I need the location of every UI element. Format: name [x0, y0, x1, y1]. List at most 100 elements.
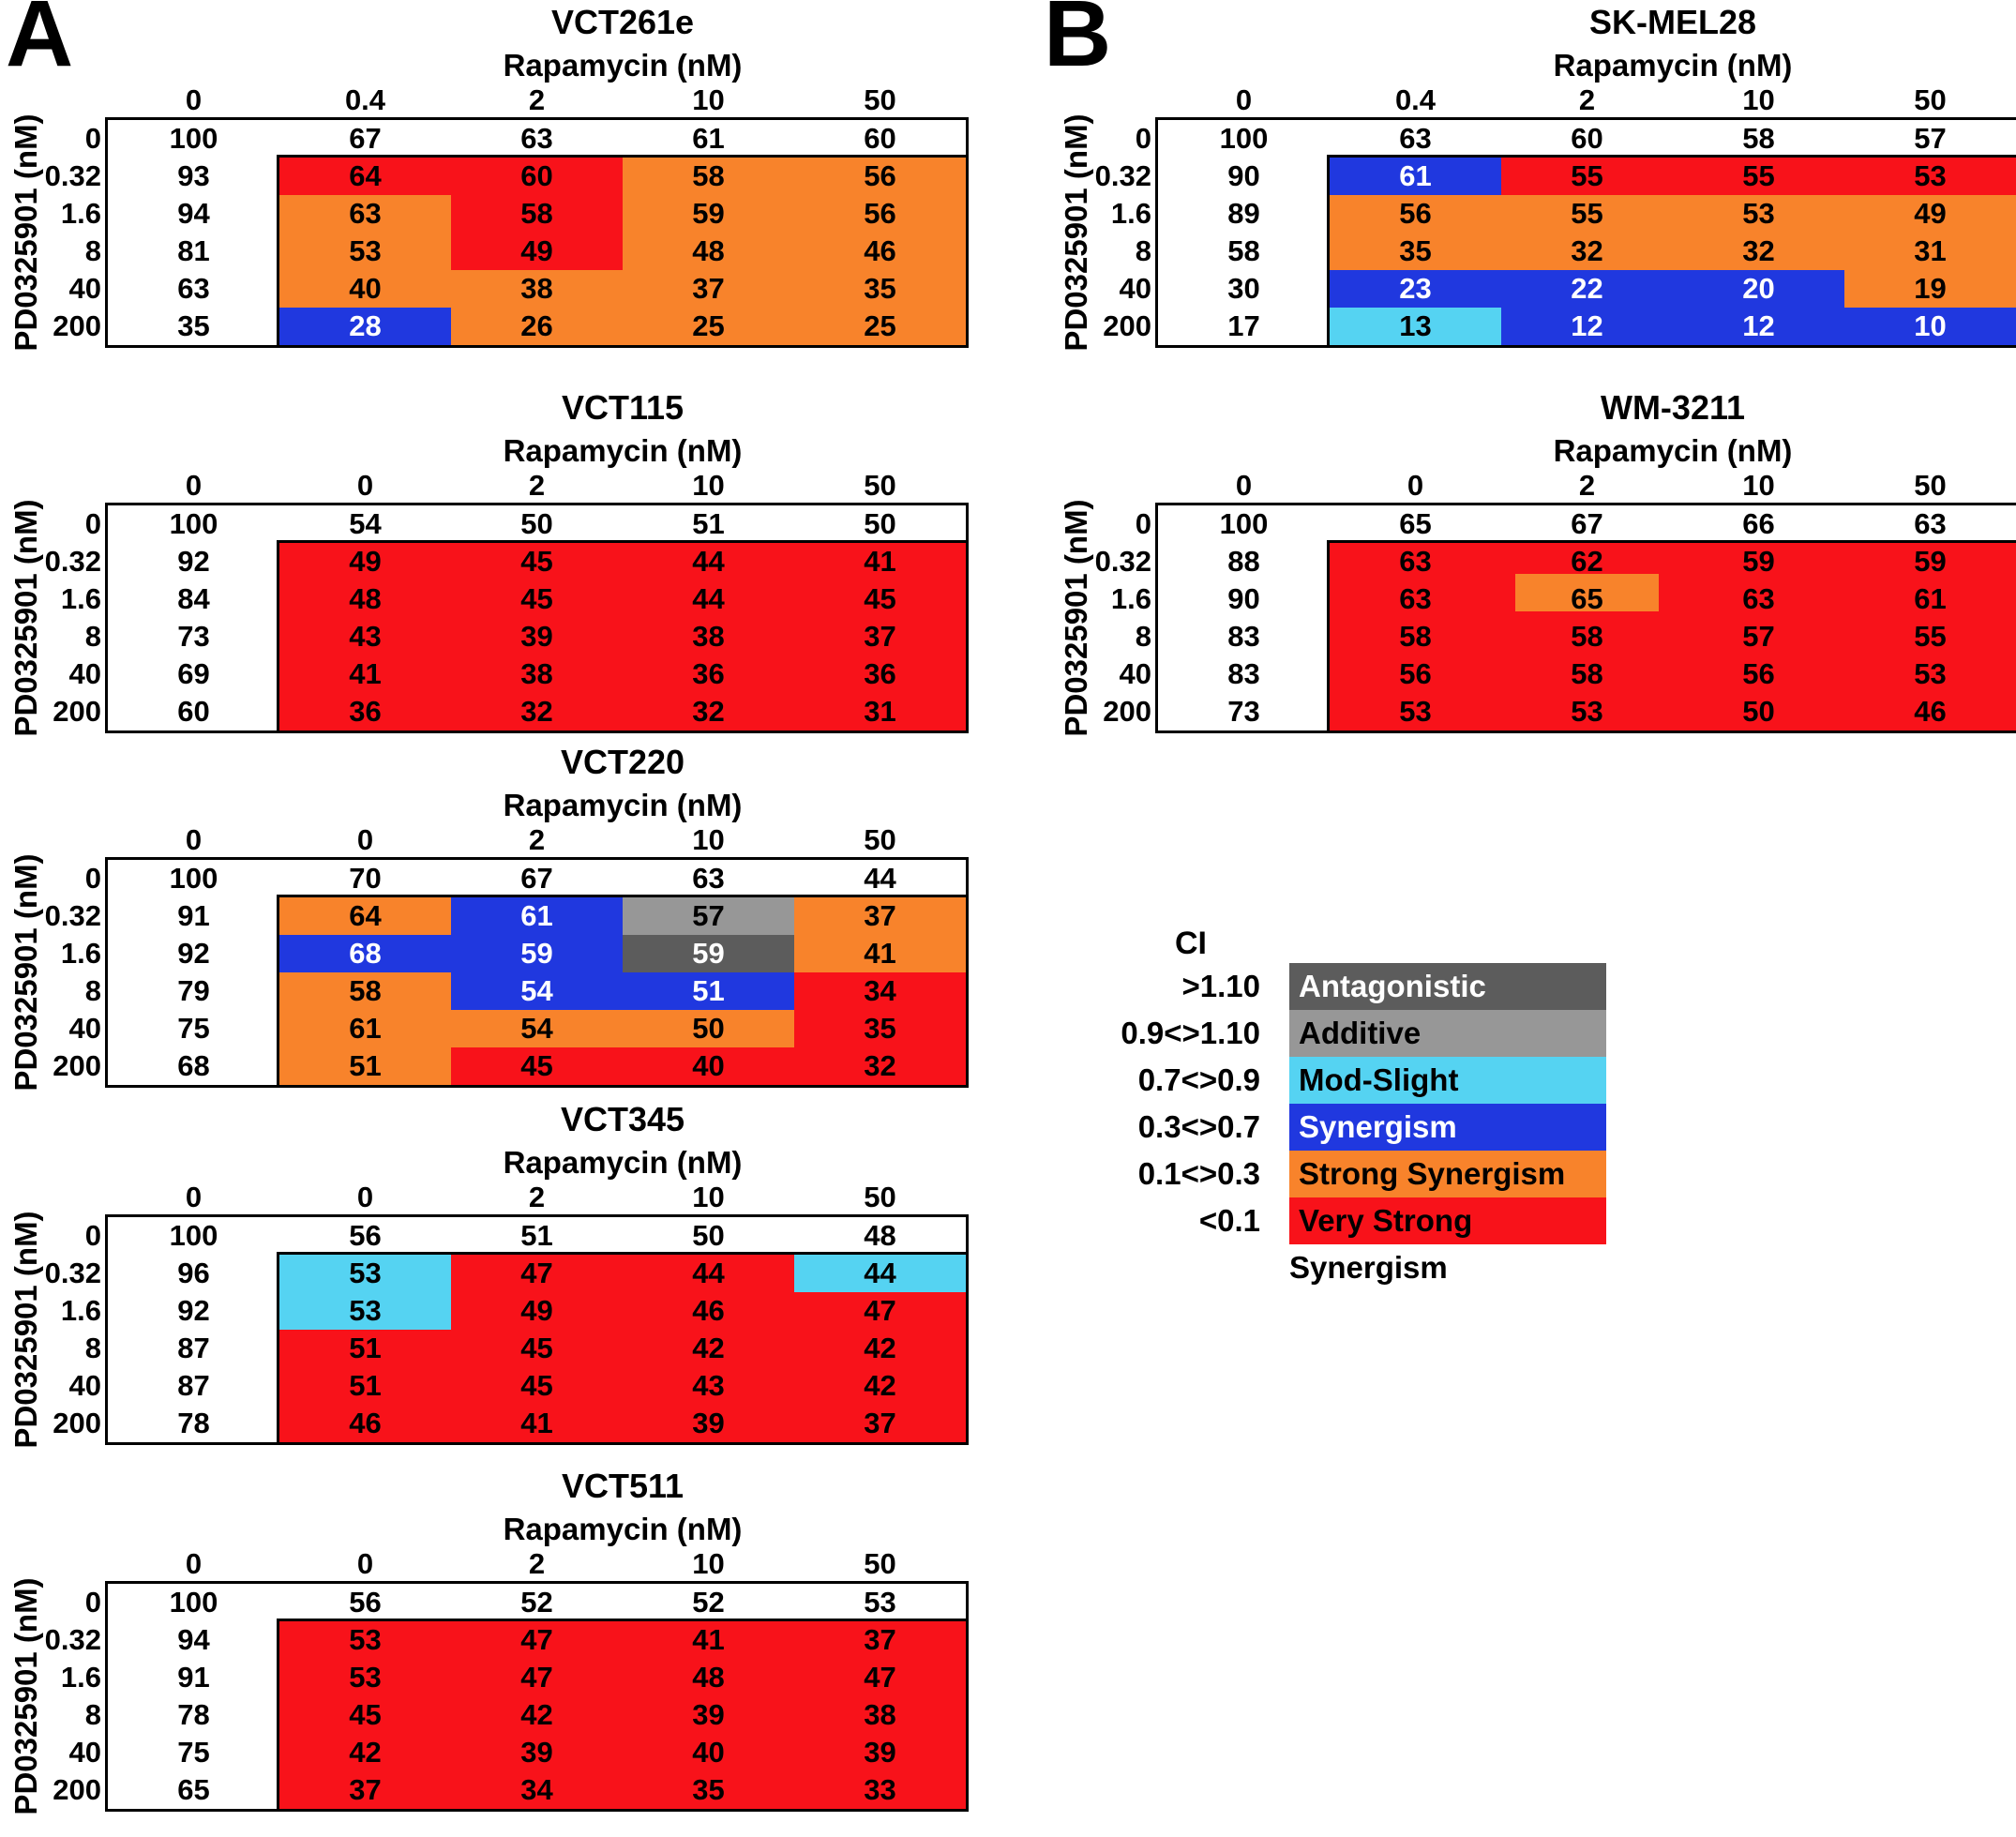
- heatmap-cell: 79: [108, 972, 279, 1010]
- heatmap-cell: 56: [1673, 655, 1844, 693]
- row-header: 40: [68, 1369, 101, 1402]
- heatmap-cell: 75: [108, 1734, 279, 1771]
- row-header: 0.32: [1094, 159, 1151, 192]
- legend-swatch: Strong Synergism: [1289, 1151, 1606, 1197]
- cell-value: 52: [520, 1586, 553, 1619]
- heatmap-cell: 48: [623, 233, 794, 270]
- heatmap-cell: 36: [794, 655, 966, 693]
- cell-value: 54: [520, 974, 553, 1007]
- cell-value: 59: [1914, 545, 1947, 578]
- cell-value: 37: [349, 1773, 382, 1806]
- heatmap-cell: 84: [108, 580, 279, 618]
- cell-value: 19: [1914, 272, 1947, 305]
- heatmap-cell: 49: [1844, 195, 2016, 233]
- cell-value: 56: [1399, 197, 1432, 230]
- heatmap-cell: 60: [794, 120, 966, 158]
- cell-value: 32: [1571, 234, 1603, 267]
- cell-value: 63: [520, 122, 553, 155]
- legend-label: Antagonistic: [1299, 969, 1486, 1003]
- heatmap-cell: 39: [451, 1734, 623, 1771]
- heatmap-cell: 38: [451, 655, 623, 693]
- heatmap-cell: 58: [1158, 233, 1330, 270]
- row-header: 200: [1103, 695, 1151, 728]
- heatmap-table: VCT261e Rapamycin (nM) PD0325901 (nM) 0 0.4 2…: [0, 0, 985, 361]
- cell-value: 50: [1742, 695, 1775, 728]
- cell-value: 55: [1571, 197, 1603, 230]
- heatmap-cell: 46: [623, 1292, 794, 1330]
- row-header: 1.6: [60, 1294, 101, 1327]
- cell-value: 70: [349, 862, 382, 895]
- heatmap-cell: 63: [279, 195, 451, 233]
- cell-value: 39: [864, 1736, 896, 1769]
- heatmap-cell: 55: [1844, 618, 2016, 655]
- panel-label-b: B: [1044, 0, 1112, 86]
- heatmap-cell: 51: [279, 1047, 451, 1085]
- heatmap-cell: 63: [1330, 120, 1501, 158]
- heatmap-cell: 32: [1501, 233, 1673, 270]
- heatmap-cell: 53: [279, 1659, 451, 1696]
- heatmap-cell: 63: [451, 120, 623, 158]
- col-header: 2: [528, 469, 546, 502]
- cell-value: 63: [1399, 122, 1432, 155]
- row-header: 0: [84, 1219, 101, 1252]
- row-header: 1.6: [60, 937, 101, 970]
- cell-value: 48: [349, 582, 382, 615]
- cell-value: 43: [692, 1369, 725, 1402]
- cell-value: 51: [692, 507, 725, 540]
- heatmap-cell: 51: [623, 505, 794, 543]
- cell-value: 100: [169, 862, 218, 895]
- col-header: 2: [1578, 83, 1596, 116]
- heatmap-cell: 61: [1330, 158, 1501, 195]
- cell-value: 65: [1571, 582, 1603, 615]
- col-header: 0: [356, 823, 374, 856]
- heatmap-cell: 23: [1330, 270, 1501, 308]
- cell-value: 73: [177, 620, 210, 653]
- cell-value: 56: [864, 159, 896, 192]
- legend-swatch: Synergism: [1289, 1104, 1606, 1151]
- col-header: 0.4: [344, 83, 386, 116]
- cell-value: 26: [520, 309, 553, 342]
- cell-value: 45: [520, 1369, 553, 1402]
- cell-value: 37: [864, 1623, 896, 1656]
- cell-value: 61: [692, 122, 725, 155]
- cell-value: 41: [520, 1407, 553, 1439]
- col-header: 0: [356, 469, 374, 502]
- heatmap-cell: 100: [1158, 505, 1330, 543]
- heatmap-cell: 53: [279, 1292, 451, 1330]
- cell-value: 89: [1227, 197, 1260, 230]
- cell-value: 42: [692, 1332, 725, 1364]
- cell-value: 100: [1219, 507, 1269, 540]
- col-header: 50: [1914, 469, 1947, 502]
- heatmap-cell: 19: [1844, 270, 2016, 308]
- cell-value: 42: [520, 1698, 553, 1731]
- heatmap-cell: 100: [108, 1217, 279, 1255]
- legend-label: Strong Synergism: [1299, 1156, 1566, 1191]
- cell-value: 23: [1399, 272, 1432, 305]
- legend-range: 0.7<>0.9: [1137, 1062, 1260, 1097]
- heatmap-cell: 51: [623, 972, 794, 1010]
- col-header: 50: [864, 823, 896, 856]
- heatmap-cell: 58: [1501, 618, 1673, 655]
- col-header: 0.4: [1394, 83, 1437, 116]
- heatmap-cell: 67: [451, 860, 623, 897]
- heatmap-cell: 41: [794, 543, 966, 580]
- heatmap-cell: 65: [1501, 573, 1673, 618]
- cell-value: 38: [520, 657, 553, 690]
- heatmap-cell: 12: [1501, 308, 1673, 345]
- cell-value: 53: [1914, 159, 1947, 192]
- cell-value: 31: [1914, 234, 1947, 267]
- cell-value: 69: [177, 657, 210, 690]
- col-header: 50: [864, 1181, 896, 1213]
- cell-value: 60: [177, 695, 210, 728]
- cell-value: 25: [864, 309, 896, 342]
- ci-legend: CI >1.10 Antagonistic 0.9<>1.10 Additive 0.7…: [1050, 924, 1632, 1285]
- cell-value: 58: [520, 197, 553, 230]
- row-header: 8: [84, 1698, 101, 1731]
- heatmap-cell: 87: [108, 1330, 279, 1367]
- heatmap-table: SK-MEL28 Rapamycin (nM) PD0325901 (nM) 0 0.4…: [1050, 0, 2016, 361]
- cell-value: 51: [692, 974, 725, 1007]
- cell-value: 53: [349, 1257, 382, 1289]
- cell-value: 37: [864, 899, 896, 932]
- row-header: 200: [53, 309, 101, 342]
- heatmap-cell: 100: [108, 505, 279, 543]
